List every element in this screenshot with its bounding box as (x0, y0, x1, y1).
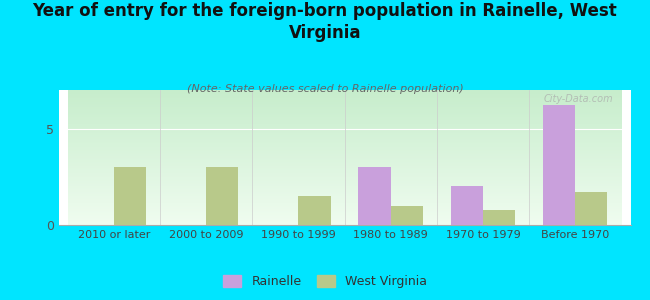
Text: City-Data.com: City-Data.com (543, 94, 614, 104)
Bar (358, 167, 391, 225)
Legend: Rainelle, West Virginia: Rainelle, West Virginia (220, 273, 430, 291)
Bar (298, 196, 331, 225)
Bar (483, 210, 515, 225)
Bar (206, 167, 239, 225)
Bar (543, 105, 575, 225)
Bar (114, 167, 146, 225)
Bar (391, 206, 423, 225)
Bar (575, 192, 608, 225)
Bar (450, 186, 483, 225)
Text: (Note: State values scaled to Rainelle population): (Note: State values scaled to Rainelle p… (187, 84, 463, 94)
Text: Year of entry for the foreign-born population in Rainelle, West
Virginia: Year of entry for the foreign-born popul… (32, 2, 617, 42)
